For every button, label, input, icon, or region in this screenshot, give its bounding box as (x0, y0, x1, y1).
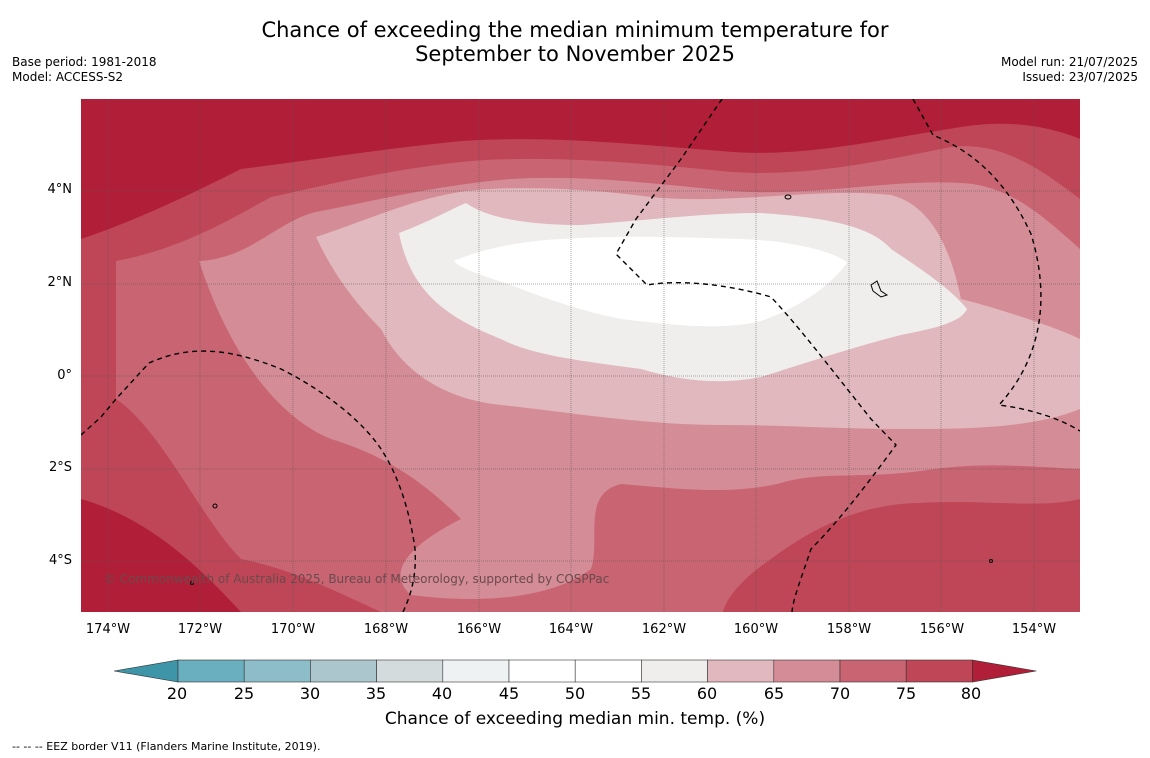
colorbar-tick: 30 (299, 684, 321, 703)
colorbar-tick: 25 (233, 684, 255, 703)
meta-right: Model run: 21/07/2025 Issued: 23/07/2025 (1001, 55, 1138, 85)
colorbar-tick: 40 (431, 684, 453, 703)
lat-label-2s: 2°S (48, 460, 72, 475)
colorbar-extend-high (972, 659, 1037, 683)
colorbar-cell (707, 659, 775, 683)
lon-label-158w: 158°W (826, 622, 872, 637)
colorbar-tick: 80 (960, 684, 982, 703)
colorbar-cell (508, 659, 576, 683)
colorbar-cell (243, 659, 311, 683)
colorbar-cell (574, 659, 642, 683)
probability-map (81, 99, 1080, 612)
colorbar-cell (310, 659, 377, 683)
meta-left: Base period: 1981-2018 Model: ACCESS-S2 (12, 55, 157, 85)
eez-footnote: -- -- -- EEZ border V11 (Flanders Marine… (12, 740, 321, 753)
lon-label-164w: 164°W (548, 622, 594, 637)
zone-50-55 (454, 236, 847, 327)
base-period: Base period: 1981-2018 (12, 55, 157, 69)
colorbar-label: Chance of exceeding median min. temp. (%… (384, 709, 766, 729)
graticule (81, 99, 1080, 612)
lon-label-166w: 166°W (456, 622, 502, 637)
lon-label-162w: 162°W (641, 622, 687, 637)
colorbar-extend-low (114, 659, 179, 683)
eez-borders (81, 99, 1080, 612)
lat-label-4n: 4°N (47, 182, 73, 197)
lon-label-154w: 154°W (1011, 622, 1057, 637)
lat-label-2n: 2°N (47, 275, 73, 290)
colorbar-tick: 55 (630, 684, 652, 703)
model-name: Model: ACCESS-S2 (12, 70, 124, 84)
colorbar-tick: 35 (365, 684, 387, 703)
colorbar-tick: 75 (895, 684, 917, 703)
issued-date: Issued: 23/07/2025 (1022, 70, 1138, 84)
colorbar-cell (905, 659, 973, 683)
islands (190, 194, 993, 585)
colorbar-cell (839, 659, 907, 683)
colorbar-tick: 45 (498, 684, 520, 703)
map-title: Chance of exceeding the median minimum t… (0, 18, 1150, 66)
lon-label-170w: 170°W (270, 622, 316, 637)
copyright-notice: © Commonwealth of Australia 2025, Bureau… (104, 572, 610, 586)
lat-label-4s: 4°S (48, 553, 72, 568)
colorbar (114, 659, 1037, 683)
lon-label-156w: 156°W (919, 622, 965, 637)
lon-label-174w: 174°W (85, 622, 131, 637)
colorbar-tick: 65 (763, 684, 785, 703)
colorbar-cell (773, 659, 841, 683)
title-line-2: September to November 2025 (415, 42, 735, 66)
colorbar-cell (376, 659, 444, 683)
lat-label-0: 0° (57, 368, 72, 383)
colorbar-cell (177, 659, 245, 683)
colorbar-cell (641, 659, 708, 683)
lon-label-160w: 160°W (733, 622, 779, 637)
colorbar-tick: 70 (829, 684, 851, 703)
title-line-1: Chance of exceeding the median minimum t… (261, 18, 889, 42)
model-run: Model run: 21/07/2025 (1000, 55, 1138, 69)
lon-label-172w: 172°W (177, 622, 223, 637)
colorbar-tick: 20 (166, 684, 188, 703)
colorbar-cell (442, 659, 510, 683)
colorbar-tick: 60 (696, 684, 718, 703)
lon-label-168w: 168°W (363, 622, 409, 637)
colorbar-tick: 50 (564, 684, 586, 703)
